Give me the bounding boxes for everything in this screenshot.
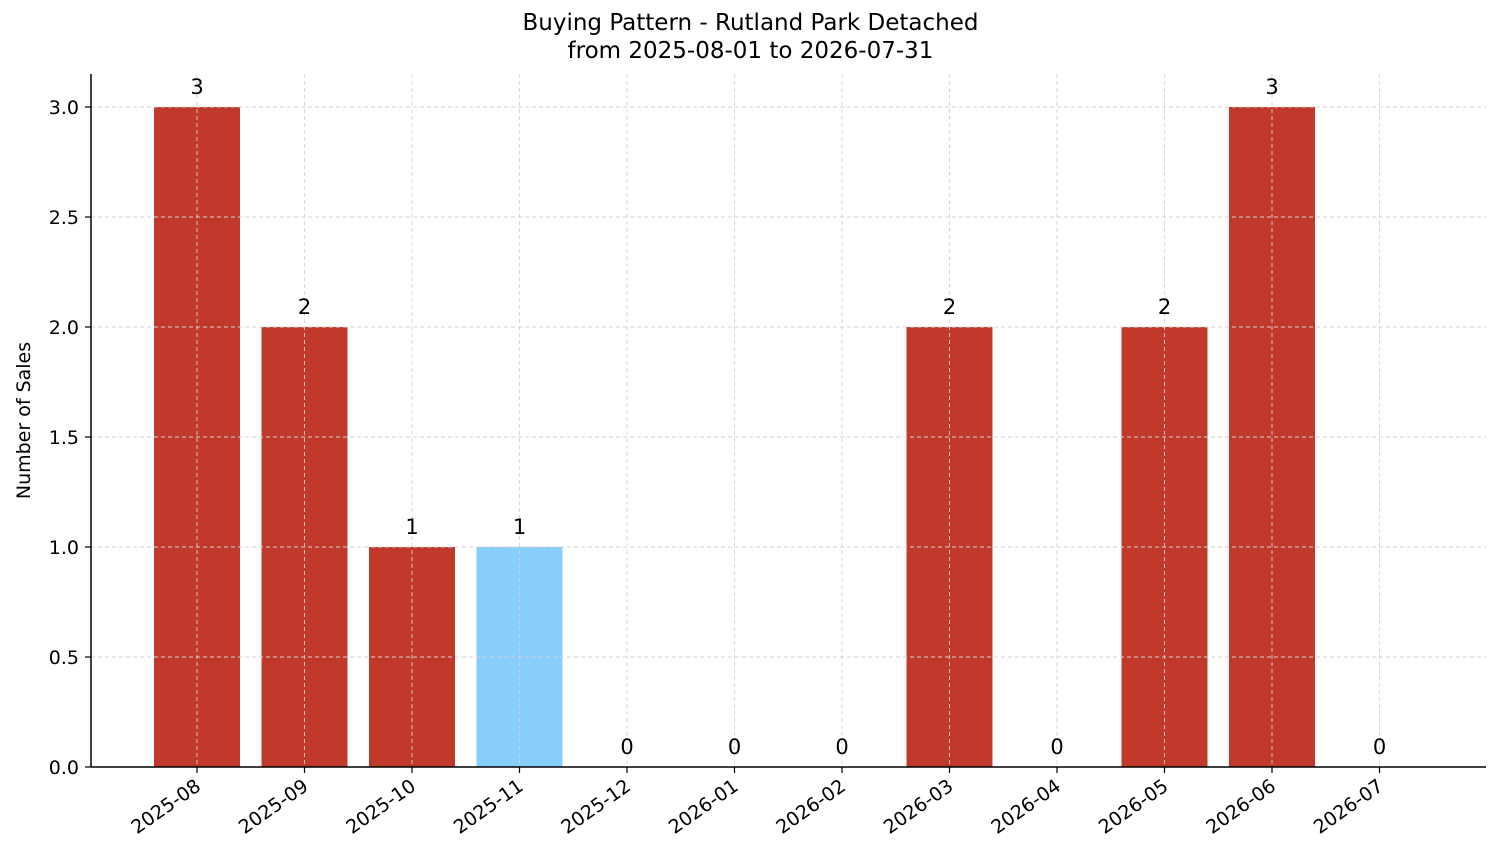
bar-value-label: 2 xyxy=(298,295,311,319)
bar-value-label: 0 xyxy=(1050,735,1063,759)
x-tick-label: 2026-04 xyxy=(987,775,1065,839)
chart-title: Buying Pattern - Rutland Park Detached xyxy=(522,10,979,36)
chart-subtitle: from 2025-08-01 to 2026-07-31 xyxy=(567,38,934,64)
bar-value-label: 1 xyxy=(513,515,526,539)
x-tick-label: 2025-09 xyxy=(235,775,313,839)
y-tick-label: 1.5 xyxy=(49,427,79,449)
y-tick-label: 3.0 xyxy=(49,97,79,119)
bar-value-label: 0 xyxy=(728,735,741,759)
x-tick-label: 2025-10 xyxy=(342,775,420,839)
x-tick-label: 2025-12 xyxy=(557,775,635,839)
x-tick-label: 2026-06 xyxy=(1202,775,1280,839)
y-tick-label: 1.0 xyxy=(49,537,79,559)
x-tick-label: 2025-08 xyxy=(127,775,205,839)
y-axis-title: Number of Sales xyxy=(13,342,35,499)
bar-value-label: 2 xyxy=(1158,295,1171,319)
x-tick-label: 2026-01 xyxy=(665,775,743,839)
bar-value-label: 0 xyxy=(1373,735,1386,759)
bar-value-label: 2 xyxy=(943,295,956,319)
y-tick-label: 2.5 xyxy=(49,207,79,229)
y-tick-label: 0.0 xyxy=(49,757,79,779)
bar-value-label: 3 xyxy=(1265,75,1278,99)
bar-value-label: 1 xyxy=(405,515,418,539)
y-tick-label: 0.5 xyxy=(49,647,79,669)
bar-value-label: 0 xyxy=(620,735,633,759)
x-tick-label: 2026-02 xyxy=(772,775,850,839)
x-tick-label: 2026-03 xyxy=(880,775,958,839)
y-tick-label: 2.0 xyxy=(49,317,79,339)
bar-value-label: 0 xyxy=(835,735,848,759)
x-tick-label: 2026-05 xyxy=(1095,775,1173,839)
bar-value-label: 3 xyxy=(190,75,203,99)
x-tick-label: 2025-11 xyxy=(450,775,528,839)
x-tick-label: 2026-07 xyxy=(1310,775,1388,839)
